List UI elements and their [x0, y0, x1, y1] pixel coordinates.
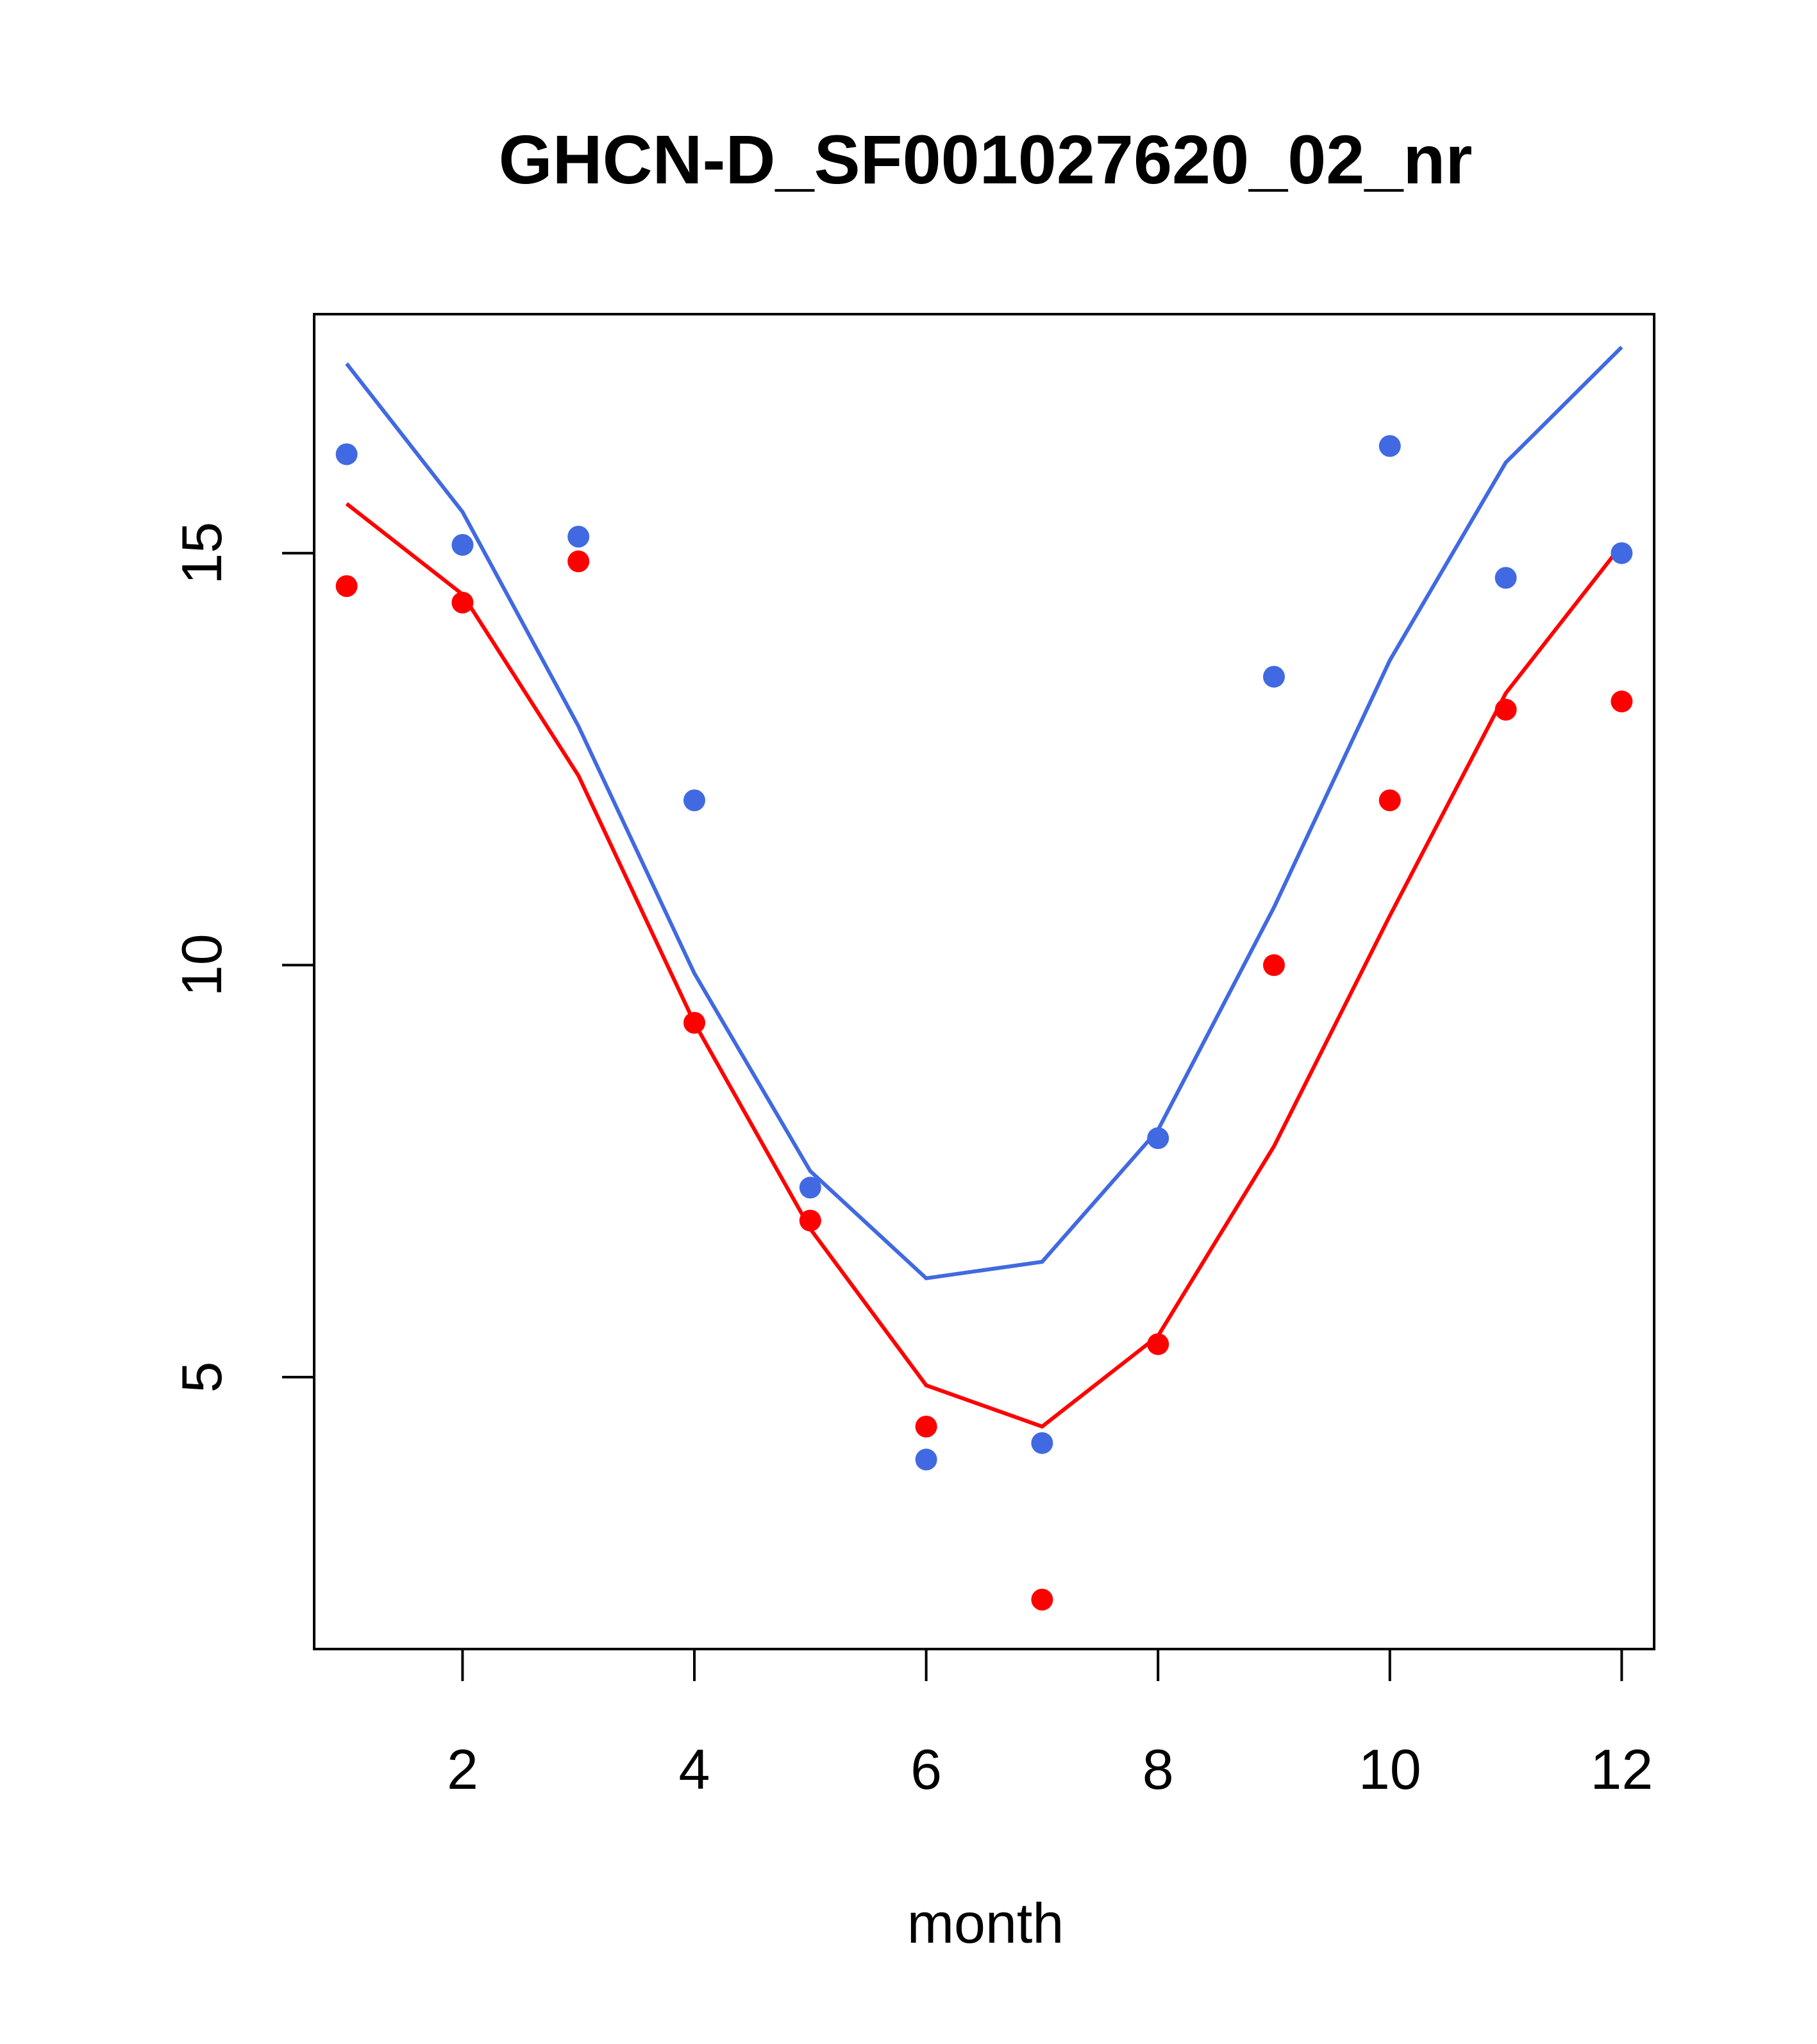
series-1-point: [451, 533, 474, 556]
series-1-point: [1378, 435, 1401, 457]
series-points: [335, 435, 1633, 1611]
series-2-point: [1262, 954, 1285, 976]
y-tick-label: 5: [170, 1361, 233, 1393]
series-2-point: [567, 550, 590, 573]
series-1-line: [345, 346, 1623, 1280]
series-2-point: [451, 591, 474, 614]
series-1-point: [1031, 1432, 1053, 1454]
x-axis: 2 4 6 8 10 12: [447, 1648, 1653, 1801]
y-tick-label: 15: [170, 522, 233, 585]
series-1-point: [1611, 542, 1633, 564]
series-2-point: [799, 1209, 821, 1232]
series-1-point: [1147, 1127, 1169, 1150]
series-2-point: [1147, 1333, 1169, 1355]
series-lines: [345, 346, 1623, 1429]
x-tick-label: 2: [447, 1738, 478, 1801]
series-2-point: [1611, 691, 1633, 713]
y-tick-label: 10: [170, 934, 233, 996]
series-2-point: [1495, 698, 1517, 721]
series-2-point: [1031, 1588, 1053, 1611]
series-2-point: [1378, 789, 1401, 812]
x-tick-label: 10: [1359, 1738, 1421, 1801]
series-1-point: [1262, 666, 1285, 688]
x-tick-label: 12: [1590, 1738, 1653, 1801]
series-2-point: [335, 575, 358, 598]
series-1-point: [1495, 567, 1517, 589]
chart-title: GHCN-D_SF001027620_02_nr: [499, 121, 1473, 198]
x-tick-label: 6: [910, 1738, 942, 1801]
series-1-point: [915, 1448, 937, 1471]
series-1-point: [683, 789, 706, 812]
series-2-point: [683, 1012, 706, 1034]
series-1-point: [567, 526, 590, 548]
y-axis: 5 10 15: [170, 522, 315, 1393]
x-tick-label: 8: [1143, 1738, 1174, 1801]
series-1-point: [799, 1177, 821, 1199]
x-tick-label: 4: [679, 1738, 710, 1801]
x-axis-label: month: [907, 1891, 1064, 1955]
series-1-point: [335, 443, 358, 465]
series-2-point: [915, 1416, 937, 1437]
series-2-line: [345, 502, 1623, 1429]
